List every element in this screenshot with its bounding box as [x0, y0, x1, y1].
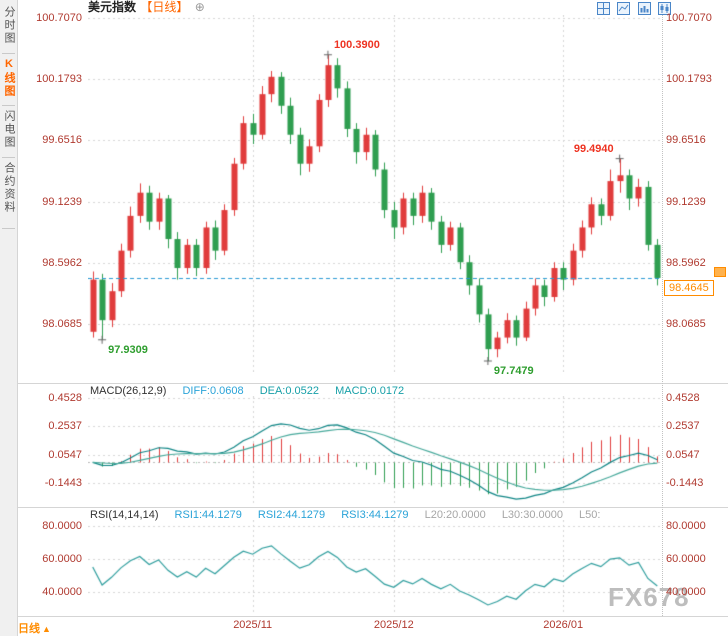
expand-icon[interactable]: ⊕ — [194, 0, 205, 14]
sidebar-divider — [2, 53, 15, 54]
rsi1-value: RSI1:44.1279 — [174, 509, 242, 521]
price-annotation: 97.9309 — [108, 343, 148, 356]
macd-dea-value: DEA:0.0522 — [259, 385, 320, 397]
macd-indicator-header: MACD(26,12,9) DIFF:0.0608 DEA:0.0522 MAC… — [90, 385, 417, 397]
bar-chart-icon[interactable] — [637, 2, 651, 15]
macd-macd-value: MACD:0.0172 — [335, 385, 405, 397]
rsi-chart-canvas[interactable] — [88, 520, 662, 614]
axis-tick-label: 40.0000 — [42, 585, 82, 598]
rsi-l20-value: L20:20.0000 — [424, 509, 486, 521]
rsi2-value: RSI2:44.1279 — [257, 509, 326, 521]
chart-title: 美元指数 【日线】 ⊕ — [88, 1, 205, 14]
axis-tick-label: 0.0547 — [666, 448, 700, 461]
axis-tick-label: 100.7070 — [36, 12, 82, 24]
line-chart-icon[interactable] — [617, 2, 631, 15]
axis-tick-label: 99.6516 — [42, 134, 82, 147]
macd-chart-canvas[interactable] — [88, 396, 662, 506]
footer-period-selector[interactable]: 日线 ▲ — [18, 620, 51, 636]
plot-right-border — [662, 15, 663, 616]
sidebar: 分时图 K线图 闪电图 合约资料 — [0, 0, 18, 636]
price-flag-icon[interactable] — [714, 266, 726, 277]
rsi-title: RSI(14,14,14) — [90, 509, 159, 521]
up-arrow-icon: ▲ — [42, 624, 51, 634]
axis-tick-label: 60.0000 — [666, 552, 706, 565]
axis-tick-label: 100.1793 — [36, 73, 82, 86]
rsi-l30-value: L30:30.0000 — [501, 509, 563, 521]
axis-tick-label: 60.0000 — [42, 552, 82, 565]
axis-tick-label: 40.0000 — [666, 585, 706, 598]
sidebar-tab-kline-chart[interactable]: K线图 — [3, 58, 15, 98]
footer-period-label: 日线 — [18, 623, 40, 635]
axis-tick-label: 80.0000 — [42, 519, 82, 532]
axis-tick-label: 0.4528 — [48, 391, 82, 404]
price-annotation: 97.7479 — [493, 365, 534, 377]
x-axis-month-label: 2025/12 — [373, 619, 414, 631]
symbol-name: 美元指数 — [88, 0, 137, 14]
period-label: 【日线】 — [140, 0, 189, 14]
axis-tick-label: 80.0000 — [666, 519, 706, 532]
chart-type-toolbar — [597, 2, 674, 15]
axis-tick-label: 99.1239 — [666, 195, 706, 208]
current-price-label: 98.4645 — [664, 279, 714, 296]
axis-tick-label: 98.5962 — [666, 256, 706, 269]
rsi3-value: RSI3:44.1279 — [341, 509, 409, 521]
rsi-l50-value: L50: — [579, 509, 601, 521]
panel-divider — [17, 383, 728, 384]
axis-tick-label: 98.0685 — [42, 317, 82, 330]
macd-title: MACD(26,12,9) — [90, 385, 167, 397]
sidebar-tab-contract-info[interactable]: 合约资料 — [3, 162, 15, 214]
axis-tick-label: -0.1443 — [666, 477, 704, 490]
price-annotation: 99.4940 — [573, 142, 614, 155]
panel-divider — [17, 616, 728, 617]
axis-tick-label: 0.2537 — [666, 420, 700, 433]
price-chart-canvas[interactable] — [88, 15, 662, 372]
panel-divider — [17, 507, 728, 508]
axis-tick-label: 98.0685 — [666, 317, 706, 330]
sidebar-tab-time-chart[interactable]: 分时图 — [3, 6, 15, 45]
axis-tick-label: 0.0547 — [48, 448, 82, 461]
sidebar-divider — [2, 157, 15, 158]
axis-tick-label: -0.1443 — [44, 477, 82, 490]
axis-tick-label: 0.2537 — [48, 420, 82, 433]
sidebar-tab-lightning-chart[interactable]: 闪电图 — [3, 110, 15, 149]
sidebar-divider — [2, 228, 15, 229]
rsi-indicator-header: RSI(14,14,14) RSI1:44.1279 RSI2:44.1279 … — [90, 509, 613, 521]
axis-tick-label: 100.1793 — [666, 73, 712, 86]
axis-tick-label: 0.4528 — [666, 391, 700, 404]
watermark: FX678 — [608, 582, 690, 612]
x-axis-month-label: 2026/01 — [543, 619, 584, 631]
grid-layout-icon[interactable] — [597, 2, 610, 15]
candlestick-chart-icon[interactable] — [658, 2, 672, 15]
axis-tick-label: 99.1239 — [42, 195, 82, 208]
sidebar-divider — [2, 105, 15, 106]
axis-tick-label: 98.5962 — [42, 256, 82, 269]
axis-tick-label: 99.6516 — [666, 134, 706, 147]
macd-diff-value: DIFF:0.0608 — [182, 385, 244, 397]
price-annotation: 100.3900 — [333, 38, 380, 51]
axis-tick-label: 100.7070 — [666, 12, 712, 24]
x-axis-month-label: 2025/11 — [233, 619, 273, 631]
